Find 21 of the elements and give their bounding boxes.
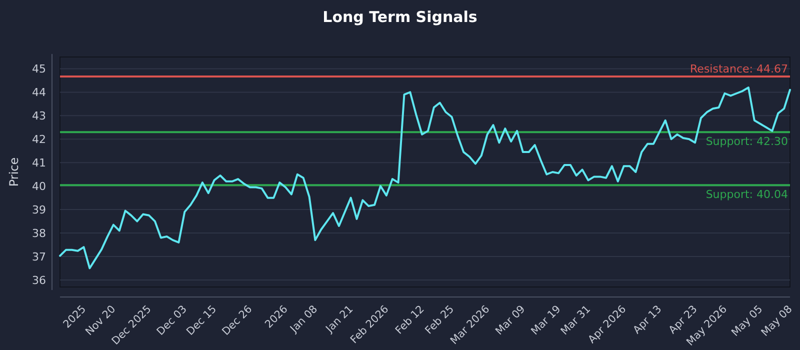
- x-tick-label: Jan 21: [323, 303, 356, 336]
- ref-line-label: Support: 42.30: [706, 135, 788, 148]
- ref-line-label: Support: 40.04: [706, 188, 788, 202]
- y-tick-label: 43: [32, 110, 46, 123]
- y-tick-label: 41: [32, 156, 46, 170]
- x-tick-label: Mar 09: [493, 303, 528, 338]
- x-tick-label: Dec 26: [220, 303, 255, 338]
- chart-title: Long Term Signals: [322, 8, 478, 26]
- y-tick-label: 40: [32, 180, 46, 193]
- x-tick-label: Jan 08: [287, 303, 320, 336]
- y-axis-title: Price: [7, 157, 21, 187]
- y-tick-label: 38: [32, 226, 46, 240]
- y-tick-label: 39: [32, 203, 46, 216]
- line-series: [59, 86, 791, 270]
- y-tick-label: 44: [32, 86, 46, 100]
- x-tick-label: Apr 13: [631, 303, 664, 336]
- y-tick-label: 37: [32, 250, 46, 264]
- y-tick-label: 45: [32, 62, 46, 76]
- y-tick-label: 42: [32, 132, 46, 146]
- ref-line-label: Resistance: 44.67: [690, 62, 788, 76]
- y-tick-label: 36: [32, 274, 46, 287]
